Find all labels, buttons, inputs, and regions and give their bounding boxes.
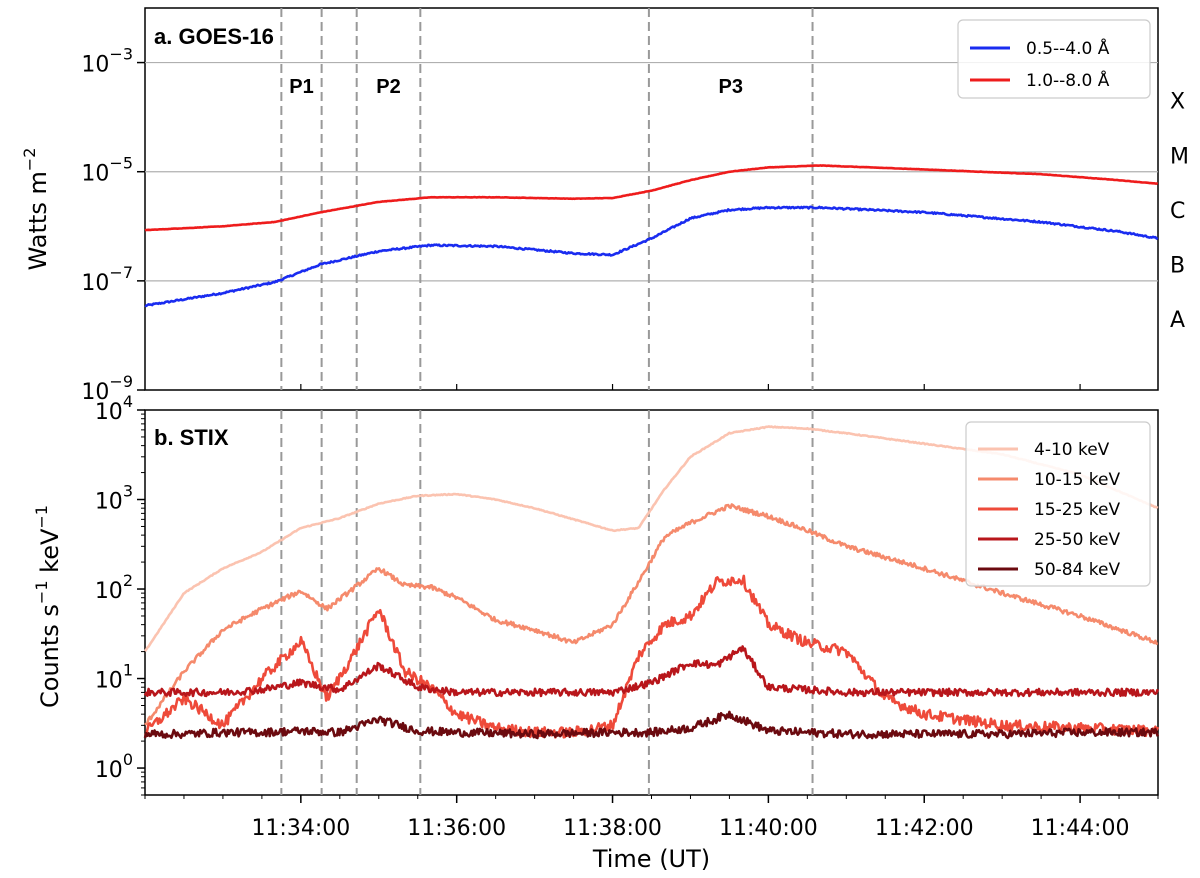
legend-entry: 0.5--4.0 Å — [1026, 37, 1110, 59]
y-tick-label: 102 — [95, 571, 133, 604]
panel-b-title: b. STIX — [154, 425, 229, 450]
x-tick-label: 11:36:00 — [407, 816, 506, 841]
series-line-10-15-kev — [144, 503, 1159, 726]
x-tick-label: 11:42:00 — [875, 816, 974, 841]
phase-label-p3: P3 — [718, 76, 742, 98]
panel-a-goes: 10−9 10−7 10−5 10−3 X M C B A P1 P2 P3 a. GOES-16… — [20, 7, 1189, 405]
flare-class-m: M — [1170, 144, 1189, 169]
x-axis-ticks: 11:34:00 11:36:00 11:38:00 11:40:00 11:42:00… — [144, 384, 1159, 841]
panel-b-legend: 4-10 keV 10-15 keV 15-25 keV 25-50 keV 50-84… — [965, 421, 1151, 587]
panel-a-frame — [144, 7, 1159, 391]
flare-class-a: A — [1170, 308, 1185, 333]
panel-b-y-axis-label: Counts s−1 keV−1 — [32, 505, 64, 708]
y-tick-label: 10−7 — [81, 263, 133, 296]
phase-label-p1: P1 — [289, 76, 313, 98]
panel-a-series — [144, 164, 1159, 308]
flare-class-c: C — [1170, 199, 1185, 224]
legend-entry: 50-84 keV — [1034, 560, 1120, 580]
legend-entry: 25-50 keV — [1034, 530, 1120, 550]
legend-entry: 4-10 keV — [1034, 440, 1110, 460]
y-tick-label: 10−5 — [81, 154, 133, 187]
y-tick-label: 103 — [95, 482, 133, 515]
panel-a-y-ticks: 10−9 10−7 10−5 10−3 — [81, 45, 145, 405]
panel-a-legend: 0.5--4.0 Å 1.0--8.0 Å — [957, 19, 1151, 99]
phase-labels: P1 P2 P3 — [289, 76, 743, 98]
y-tick-label: 10−3 — [81, 45, 133, 78]
panel-b-phase-lines — [280, 410, 814, 795]
legend-entry: 10-15 keV — [1034, 470, 1120, 490]
series-line-25-50-kev — [143, 645, 1160, 698]
series-line-15-25-kev — [144, 574, 1160, 739]
panel-b-stix: 100 101 102 103 104 11:34:00 11:36:00 11:38:00… — [32, 384, 1160, 873]
panel-a-title: a. GOES-16 — [154, 24, 274, 49]
series-line-0-5-4-0- — [144, 205, 1159, 308]
x-tick-label: 11:38:00 — [563, 816, 662, 841]
flare-class-labels: X M C B A — [1170, 90, 1189, 333]
y-tick-label: 101 — [95, 661, 133, 694]
flare-class-b: B — [1170, 253, 1185, 278]
flare-class-x: X — [1170, 90, 1185, 115]
series-line-50-84-kev — [143, 710, 1160, 740]
x-tick-label: 11:40:00 — [719, 816, 818, 841]
y-tick-label: 100 — [95, 750, 133, 783]
x-tick-label: 11:34:00 — [251, 816, 350, 841]
panel-a-y-axis-label: Watts m−2 — [20, 148, 52, 271]
y-tick-label: 104 — [95, 392, 133, 425]
legend-box — [965, 421, 1151, 587]
x-tick-label: 11:44:00 — [1031, 816, 1130, 841]
x-axis-label: Time (UT) — [592, 845, 710, 873]
legend-entry: 1.0--8.0 Å — [1026, 69, 1110, 91]
y-tick-label: 10−9 — [81, 372, 133, 405]
phase-label-p2: P2 — [376, 76, 400, 98]
panel-b-y-ticks: 100 101 102 103 104 — [95, 392, 145, 796]
series-line-1-0-8-0- — [144, 164, 1159, 232]
legend-entry: 15-25 keV — [1034, 500, 1120, 520]
